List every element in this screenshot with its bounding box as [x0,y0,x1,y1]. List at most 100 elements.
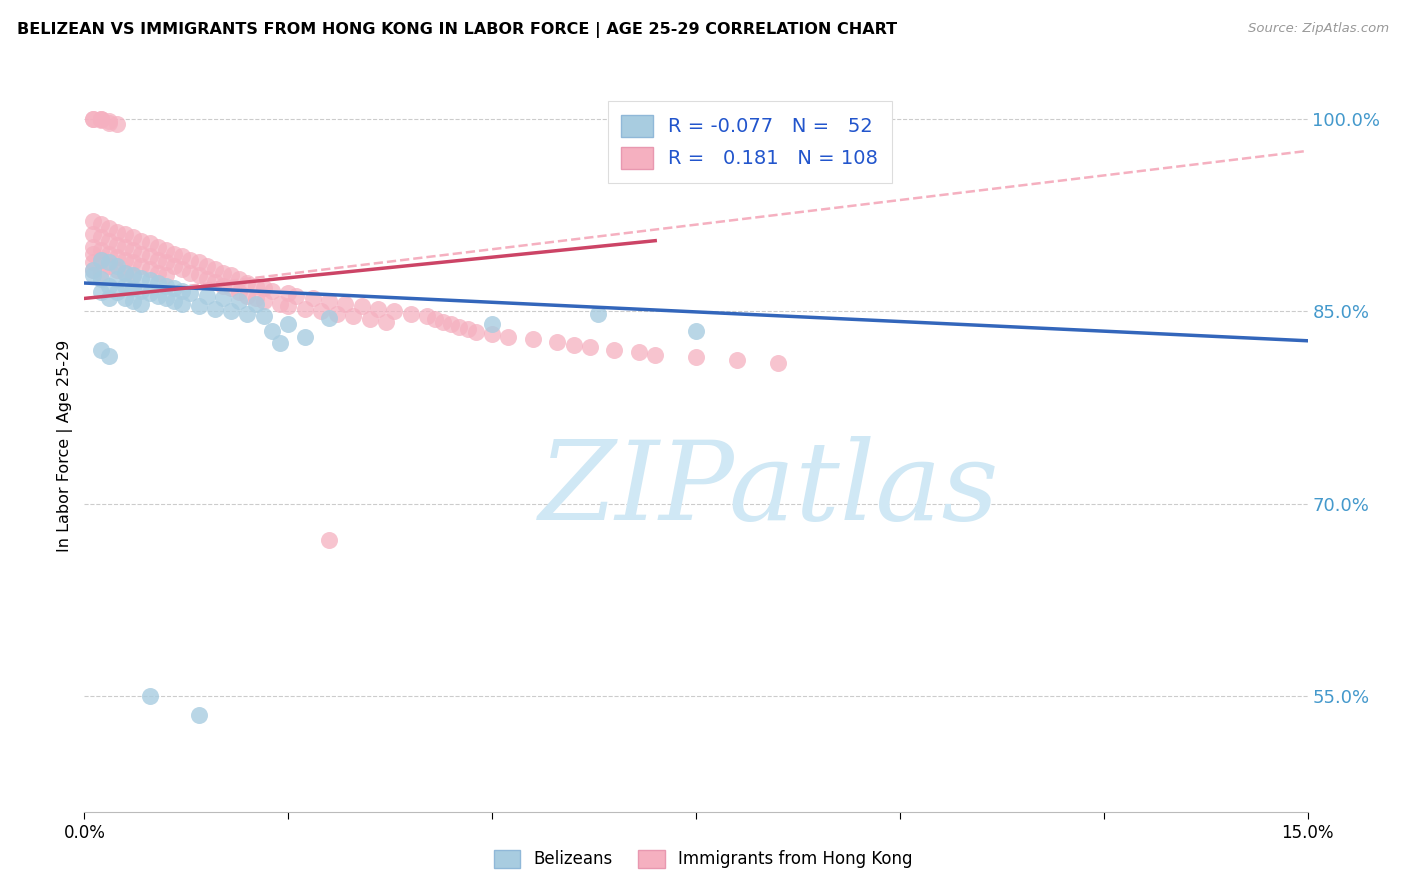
Point [122,293,145,308]
Point [399,307,422,321]
Point [146,240,169,254]
Point [277,299,299,313]
Point [97,278,120,293]
Point [97,260,120,274]
Point [277,286,299,301]
Point [105,285,128,299]
Point [212,278,235,293]
Point [105,237,128,252]
Point [114,266,136,280]
Point [382,304,405,318]
Point [172,249,194,263]
Point [260,284,283,298]
Point [146,289,169,303]
Point [644,348,666,362]
Point [97,220,120,235]
Point [228,285,250,299]
Point [172,261,194,276]
Point [97,349,120,363]
Point [335,296,357,310]
Point [236,276,259,290]
Point [481,327,503,342]
Text: Source: ZipAtlas.com: Source: ZipAtlas.com [1249,22,1389,36]
Point [97,234,120,248]
Point [269,336,291,351]
Y-axis label: In Labor Force | Age 25-29: In Labor Force | Age 25-29 [58,340,73,552]
Point [627,345,650,359]
Point [131,260,153,274]
Point [294,301,316,316]
Point [97,255,120,269]
Point [105,272,128,286]
Point [90,285,112,299]
Point [685,351,707,365]
Point [138,690,160,704]
Point [586,307,609,321]
Point [97,246,120,260]
Point [269,296,291,310]
Point [146,266,169,280]
Point [457,322,479,336]
Point [114,266,136,280]
Point [138,236,160,251]
Point [90,217,112,231]
Point [122,268,145,283]
Point [440,317,463,331]
Point [318,533,340,547]
Point [253,310,276,324]
Point [131,234,153,248]
Point [82,255,104,269]
Point [146,276,169,290]
Point [82,240,104,254]
Text: BELIZEAN VS IMMIGRANTS FROM HONG KONG IN LABOR FORCE | AGE 25-29 CORRELATION CHA: BELIZEAN VS IMMIGRANTS FROM HONG KONG IN… [17,22,897,38]
Point [172,296,194,310]
Point [367,301,389,316]
Point [97,115,120,129]
Legend: R = -0.077   N =   52, R =   0.181   N = 108: R = -0.077 N = 52, R = 0.181 N = 108 [607,101,891,183]
Point [416,310,439,324]
Point [498,330,520,344]
Point [685,324,707,338]
Point [228,293,250,308]
Point [82,263,104,277]
Point [97,114,120,128]
Point [766,355,789,369]
Point [90,252,112,267]
Point [82,246,104,260]
Point [114,278,136,293]
Point [260,324,283,338]
Point [97,292,120,306]
Point [449,319,471,334]
Point [155,255,177,269]
Point [204,275,226,289]
Point [522,333,544,347]
Point [342,310,364,324]
Point [212,266,235,280]
Point [105,225,128,239]
Point [603,343,626,357]
Point [245,296,267,310]
Point [375,314,398,328]
Point [163,281,186,295]
Point [114,240,136,254]
Point [105,263,128,277]
Point [481,317,503,331]
Point [163,260,186,274]
Point [309,304,332,318]
Point [82,112,104,126]
Point [131,296,153,310]
Point [90,112,112,126]
Point [179,286,201,301]
Point [204,261,226,276]
Point [228,272,250,286]
Point [187,299,209,313]
Point [105,260,128,274]
Point [114,227,136,242]
Point [146,252,169,267]
Point [122,243,145,257]
Point [90,272,112,286]
Point [253,293,276,308]
Point [579,340,602,354]
Point [138,273,160,287]
Point [122,230,145,244]
